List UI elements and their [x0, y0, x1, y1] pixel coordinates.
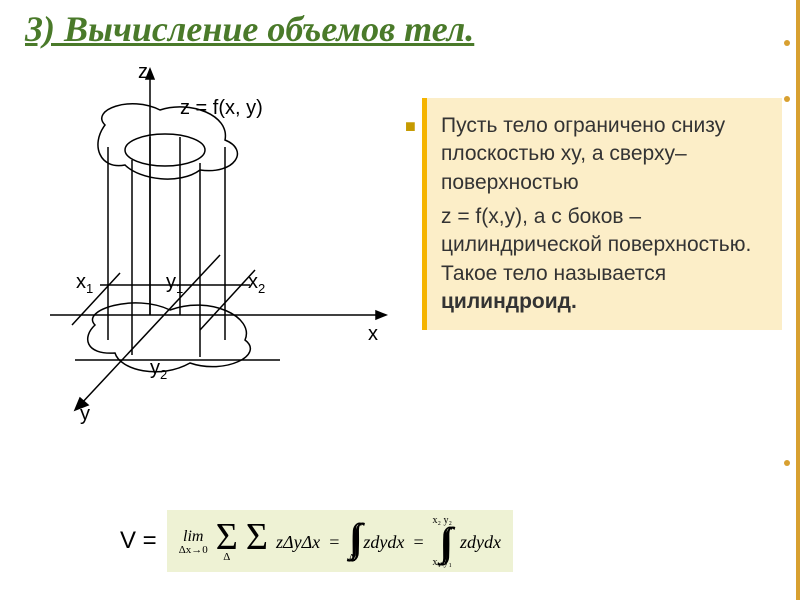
double-int-2: x₂ y₂ ∫∫ x₁ y₁: [433, 516, 453, 568]
label-x2: x2: [248, 271, 265, 296]
expr-2: zdydx: [363, 532, 404, 553]
accent-dot: [784, 40, 790, 46]
sigma-1: Σ Δ: [216, 522, 238, 561]
description-p2: z = f(x,y), а с боков – цилиндрической п…: [441, 203, 766, 316]
label-y2: y2: [150, 357, 167, 382]
formula-row: V = lim Δx→0 Σ Δ Σ zΔyΔx = ∫∫ Δ zdydx = …: [120, 510, 513, 572]
sigma-2: Σ: [246, 522, 268, 561]
eq-1: =: [328, 532, 340, 553]
label-y-axis: y: [80, 403, 90, 426]
description-p1: Пусть тело ограничено снизу плоскостью x…: [441, 112, 766, 197]
label-x-axis: x: [368, 323, 378, 346]
formula-box: lim Δx→0 Σ Δ Σ zΔyΔx = ∫∫ Δ zdydx = x₂ y…: [167, 510, 513, 572]
eq-2: =: [412, 532, 424, 553]
limit-block: lim Δx→0: [179, 529, 208, 556]
slide-title-container: 3) Вычисление объемов тел.: [0, 0, 800, 55]
accent-dot: [784, 460, 790, 466]
slide-title: 3) Вычисление объемов тел.: [25, 9, 474, 49]
double-int-1: ∫∫ Δ: [348, 522, 355, 563]
expr-3: zdydx: [460, 532, 501, 553]
formula-lhs: V =: [120, 527, 157, 555]
bullet-icon: ■: [405, 114, 416, 138]
label-z-axis: z: [138, 61, 148, 84]
expr-1: zΔyΔx: [276, 532, 320, 553]
label-x1: x1: [76, 271, 93, 296]
description-box: ■ Пусть тело ограничено снизу плоскостью…: [422, 98, 782, 330]
label-surface: z = f(x, y): [180, 97, 263, 120]
label-y1: y1: [166, 271, 183, 296]
diagram: z z = f(x, y) x1 y1 x2 x y2 y: [20, 55, 400, 425]
